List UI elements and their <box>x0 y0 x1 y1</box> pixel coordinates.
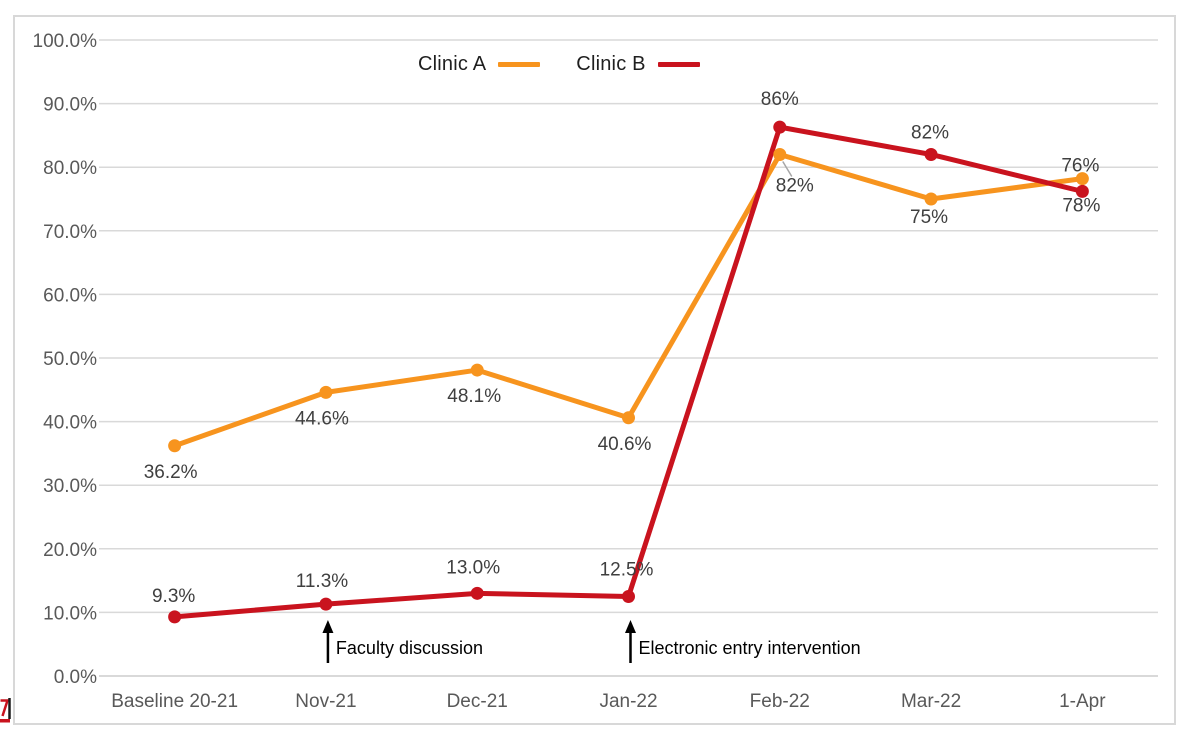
y-tick-label: 70.0% <box>43 222 97 243</box>
data-label-clinic-b: 13.0% <box>446 557 500 578</box>
data-label-clinic-b: 78% <box>1062 195 1100 216</box>
x-tick-label: Feb-22 <box>750 691 810 712</box>
data-point-clinic-b <box>168 610 182 624</box>
legend-swatch-clinic-a <box>498 61 541 67</box>
data-point-clinic-b <box>1075 184 1089 198</box>
chart-frame <box>13 15 1176 725</box>
x-tick-label: Mar-22 <box>901 691 961 712</box>
y-tick-label: 40.0% <box>43 413 97 434</box>
data-label-clinic-a: 44.6% <box>295 408 349 429</box>
x-tick-label: Jan-22 <box>599 691 657 712</box>
data-label-clinic-a: 48.1% <box>447 386 501 407</box>
annotation-arrow-head <box>322 620 334 633</box>
data-label-clinic-a: 76% <box>1061 156 1099 177</box>
data-point-clinic-a <box>168 439 182 453</box>
legend: Clinic A Clinic B <box>418 50 700 78</box>
annotation-label: Electronic entry intervention <box>639 638 861 658</box>
data-label-clinic-b: 86% <box>761 89 799 110</box>
legend-item-clinic-a: Clinic A <box>418 52 541 76</box>
y-tick-label: 0.0% <box>54 667 97 688</box>
annotation-label: Faculty discussion <box>336 638 483 658</box>
data-point-clinic-b <box>773 120 787 134</box>
data-label-clinic-a: 75% <box>910 207 948 228</box>
x-tick-label: Baseline 20-21 <box>111 691 238 712</box>
data-point-clinic-b <box>924 147 938 161</box>
y-tick-label: 20.0% <box>43 540 97 561</box>
data-label-clinic-a: 82% <box>776 175 814 196</box>
x-tick-label: Dec-21 <box>447 691 508 712</box>
legend-item-clinic-b: Clinic B <box>576 52 700 76</box>
data-point-clinic-b <box>622 590 635 603</box>
data-point-clinic-a <box>924 192 938 206</box>
data-point-clinic-a <box>319 385 333 399</box>
y-tick-label: 30.0% <box>43 476 97 497</box>
data-label-clinic-b: 82% <box>911 122 949 143</box>
legend-label-clinic-a: Clinic A <box>418 52 487 75</box>
data-point-clinic-b <box>470 586 484 600</box>
data-label-clinic-b: 11.3% <box>296 571 349 592</box>
data-point-clinic-a <box>470 363 484 377</box>
series-line-clinic-b <box>172 124 1085 620</box>
legend-label-clinic-b: Clinic B <box>576 52 646 75</box>
data-point-clinic-a <box>773 147 787 161</box>
data-label-clinic-a: 40.6% <box>598 434 652 455</box>
corner-artifact-red-underline <box>0 719 10 723</box>
label-leader-line <box>782 161 793 177</box>
y-tick-label: 50.0% <box>43 349 97 370</box>
series-line-clinic-a <box>172 151 1085 449</box>
y-tick-label: 90.0% <box>43 95 97 116</box>
legend-swatch-clinic-b <box>657 61 700 67</box>
data-point-clinic-a <box>1075 172 1089 186</box>
corner-artifact-red-glyph <box>0 699 10 717</box>
y-tick-label: 80.0% <box>43 158 97 179</box>
x-tick-label: 1-Apr <box>1059 691 1106 712</box>
y-tick-label: 100.0% <box>33 31 98 52</box>
data-label-clinic-a: 36.2% <box>144 462 198 483</box>
y-tick-label: 10.0% <box>43 603 97 624</box>
data-label-clinic-b: 9.3% <box>152 586 195 607</box>
y-tick-label: 60.0% <box>43 285 97 306</box>
data-label-clinic-b: 12.5% <box>600 560 654 581</box>
data-point-clinic-b <box>319 597 333 611</box>
x-tick-label: Nov-21 <box>295 691 356 712</box>
data-point-clinic-a <box>622 411 635 425</box>
annotation-arrow-head <box>625 620 636 633</box>
